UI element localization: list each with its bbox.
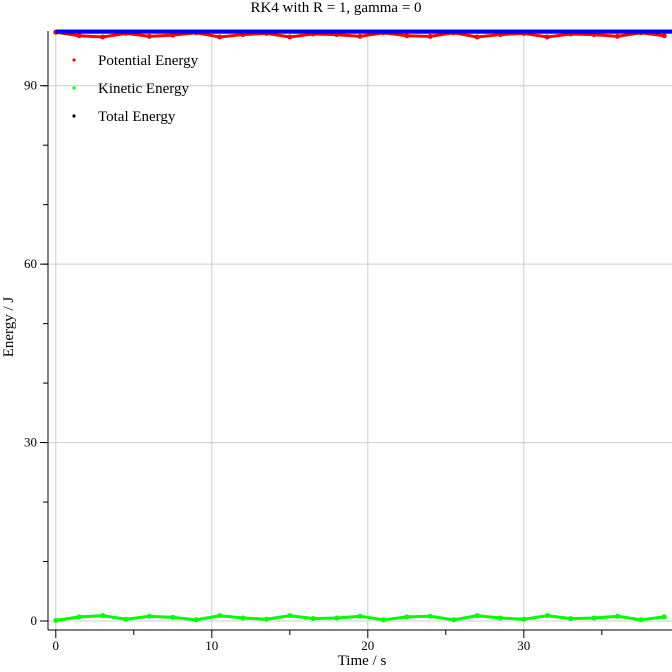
y-tick-label: 60 <box>24 256 37 271</box>
x-tick-label: 20 <box>361 638 374 653</box>
y-tick-label: 30 <box>24 435 37 450</box>
legend-marker-potential-energy <box>72 58 76 62</box>
y-tick-label: 90 <box>24 78 37 93</box>
kinetic-energy-trace <box>55 614 665 622</box>
axes: 0 10 20 30 0 30 60 90 <box>24 31 672 653</box>
y-tick-label: 0 <box>31 613 38 628</box>
chart-title: RK4 with R = 1, gamma = 0 <box>250 0 421 16</box>
plot-area <box>53 29 672 623</box>
legend: Potential Energy Kinetic Energy Total Ener… <box>72 53 199 125</box>
y-axis-label: Energy / J <box>1 297 17 358</box>
x-tick-label: 30 <box>517 638 530 653</box>
legend-label-total-energy: Total Energy <box>98 109 176 125</box>
x-axis-label: Time / s <box>338 653 387 669</box>
potential-energy-trace <box>55 30 665 39</box>
x-tick-label: 0 <box>53 638 60 653</box>
x-tick-label: 10 <box>205 638 218 653</box>
legend-marker-kinetic-energy <box>72 86 76 90</box>
legend-label-kinetic-energy: Kinetic Energy <box>98 81 189 97</box>
grid <box>48 31 672 630</box>
legend-label-potential-energy: Potential Energy <box>98 53 199 69</box>
legend-marker-total-energy <box>72 114 76 118</box>
